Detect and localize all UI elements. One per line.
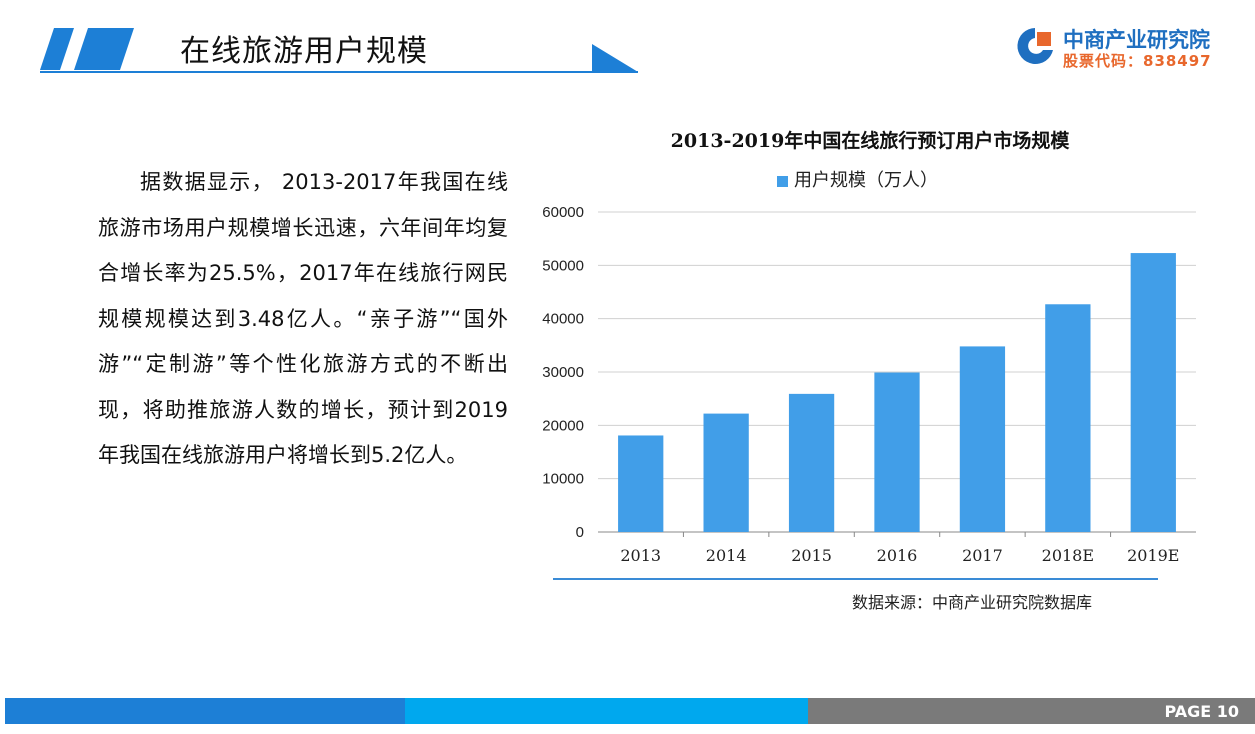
x-tick-label: 2013 <box>620 546 661 565</box>
x-tick-label: 2016 <box>877 546 918 565</box>
x-tick-label: 2015 <box>791 546 832 565</box>
body-text: 据数据显示， 2013-2017年我国在线旅游市场用户规模增长迅速，六年间年均复… <box>98 170 508 467</box>
page-title: 在线旅游用户规模 <box>180 34 428 69</box>
logo-name: 中商产业研究院 <box>1063 28 1210 52</box>
bar-2017 <box>959 346 1006 532</box>
source-divider <box>553 578 1158 580</box>
x-tick-label: 2014 <box>706 546 747 565</box>
y-tick-label: 10000 <box>542 471 584 488</box>
legend-label: 用户规模（万人） <box>794 170 938 191</box>
data-source: 数据来源：中商产业研究院数据库 <box>852 593 1093 612</box>
y-tick-label: 20000 <box>542 417 584 434</box>
bar-2015 <box>788 393 835 532</box>
logo-stock-code: 股票代码：838497 <box>1063 52 1212 70</box>
bar-2016 <box>874 372 920 532</box>
y-tick-label: 60000 <box>542 204 584 221</box>
company-logo: 中商产业研究院 股票代码：838497 <box>1013 22 1228 72</box>
x-tick-label: 2018E <box>1042 546 1094 565</box>
legend-swatch <box>777 175 788 187</box>
y-tick-label: 40000 <box>542 311 584 328</box>
x-tick-label: 2019E <box>1127 546 1179 565</box>
bar-2018E <box>1045 304 1091 532</box>
x-tick-label: 2017 <box>962 546 1003 565</box>
bar-chart: 0 10000 20000 30000 40000 50000 60000 2013 2014 2… <box>542 204 1196 565</box>
bar-2013 <box>618 435 664 532</box>
chart-legend: 用户规模（万人） <box>777 166 938 192</box>
bar-2014 <box>703 413 749 532</box>
footer-bar: PAGE 10 <box>0 698 1255 724</box>
title-stripes-decoration <box>40 28 638 73</box>
footer-segment-gray: PAGE 10 <box>808 698 1255 724</box>
footer-segment-cyan <box>405 698 808 724</box>
footer-segment-blue <box>5 698 405 724</box>
y-tick-label: 50000 <box>542 257 584 274</box>
page-number: PAGE 10 <box>1164 702 1239 721</box>
y-tick-label: 0 <box>576 524 584 541</box>
y-tick-label: 30000 <box>542 364 584 381</box>
bar-2019E <box>1130 253 1176 533</box>
chart-title: 2013-2019年中国在线旅行预订用户市场规模 <box>670 130 1070 152</box>
logo-icon <box>1017 28 1053 64</box>
header: 在线旅游用户规模 中商产业研究院 股票代码：838497 <box>0 0 1255 90</box>
